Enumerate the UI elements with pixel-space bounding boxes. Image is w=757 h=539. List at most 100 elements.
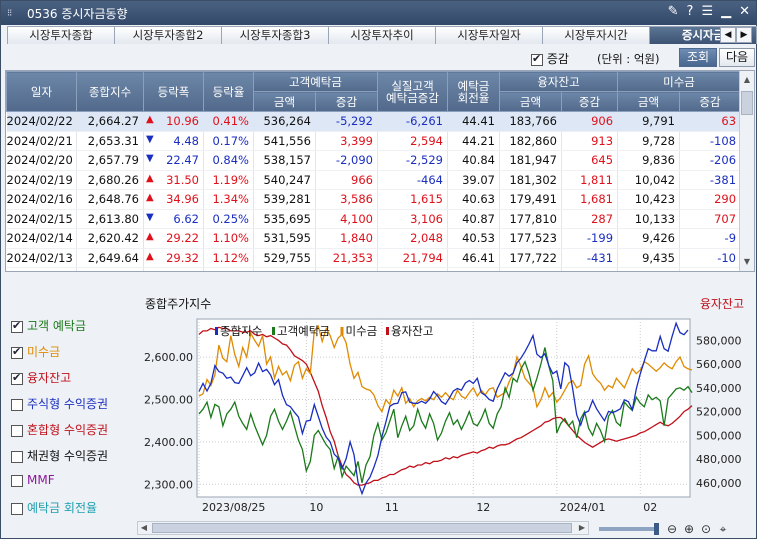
table-row[interactable]: 2024/02/16 2,648.76 ▲ 34.96 1.34% 539,281 3,58… [6,189,742,210]
header-unpaid-amount[interactable]: 금액 [617,91,681,112]
table-row[interactable]: 2024/02/15 2,613.80 ▼ 6.62 0.25% 535,695 4,100… [6,209,742,229]
data-grid: 일자 종합지수 등락폭 등락율 고객예탁금 실질고객 예탁금증감 예탁금 회전율… [5,70,755,272]
chart-scroll-thumb[interactable] [152,523,572,533]
zoom-slider[interactable] [599,523,659,535]
tab-prev-icon[interactable]: ◀ [720,27,736,43]
series-toggle[interactable]: 고객 예탁금 [11,317,86,334]
help-icon[interactable]: ? [686,4,694,19]
option-bar: 증감 (단위 : 억원) 조회 다음 [1,45,756,69]
cell-value: 1,811 [580,172,614,187]
table-row[interactable]: 2024/02/14 2,620.42 ▲ 29.22 1.10% 531,595 1,84… [6,228,742,249]
cell-value: 2,613.80 [87,211,139,226]
header-index[interactable]: 종합지수 [76,71,144,112]
header-turnover[interactable]: 예탁금 회전율 [447,71,500,112]
series-checkbox[interactable] [11,398,23,411]
next-button[interactable]: 다음 [719,48,755,67]
tab-3[interactable]: 시장투자추이 [328,26,436,44]
header-deposit[interactable]: 고객예탁금 [253,71,378,92]
series-toggle[interactable]: 융자잔고 [11,369,71,386]
x-tick-label: 2024/01 [560,501,606,514]
zoom-fit-icon[interactable]: ⊙ [700,522,712,536]
cell-cr-delta: 645 [561,150,619,171]
cell-change: ▼ 6.62 [143,209,204,229]
cell-value: 10,423 [634,192,676,207]
close-icon[interactable]: ✕ [739,4,750,19]
tab-1[interactable]: 시장투자종합2 [114,26,222,44]
tab-4[interactable]: 시장투자일자 [435,26,543,44]
cell-turn: 44.41 [447,111,500,132]
zoom-in-icon[interactable]: ⊕ [683,522,695,536]
header-date[interactable]: 일자 [6,71,77,112]
scroll-down-icon[interactable]: ▼ [743,257,751,266]
cell-value: 538,157 [263,153,311,168]
grid-scroll-thumb[interactable] [741,91,753,115]
table-row[interactable]: 2024/02/19 2,680.26 ▲ 31.50 1.19% 540,247 966 -… [6,170,742,190]
scroll-up-icon[interactable]: ▲ [743,75,751,84]
change-toggle[interactable]: 증감 [531,50,569,67]
table-row[interactable]: 2024/02/13 2,649.64 ▲ 29.32 1.12% 529,755 21,3… [6,248,742,268]
header-credit-delta[interactable]: 증감 [560,91,619,112]
series-toggle[interactable]: MMF [11,473,55,487]
grip-icon[interactable]: ⁝⁝ [7,7,12,19]
series-toggle[interactable]: 예탁금 회전율 [11,499,97,516]
menu-icon[interactable]: ☰ [701,4,714,19]
series-checkbox[interactable] [11,474,23,487]
fund-flow-chart[interactable]: 2,600.00 2,500.00 2,400.00 2,300.00 580,000 5… [134,311,756,521]
header-change[interactable]: 등락폭 [143,71,204,112]
change-checkbox[interactable] [531,52,543,66]
series-toggle[interactable]: 주식형 수익증권 [11,395,108,412]
series-checkbox[interactable] [11,319,23,333]
cell-date: 2024/02/14 [6,228,77,249]
table-row[interactable]: 2024/02/21 2,653.31 ▼ 4.48 0.17% 541,556 3,399… [6,131,742,151]
cell-value: 10.96 [166,114,199,129]
scroll-right-icon[interactable]: ▶ [578,523,586,532]
header-deposit-delta[interactable]: 증감 [315,91,378,112]
series-toggle-label: 혼합형 수익증권 [27,423,109,437]
tab-2[interactable]: 시장투자종합3 [221,26,329,44]
series-checkbox[interactable] [11,424,23,437]
series-toggle[interactable]: 혼합형 수익증권 [11,421,108,438]
chart-hscrollbar[interactable]: ◀ ▶ [137,521,589,535]
series-checkbox[interactable] [11,345,23,359]
series-toggle[interactable]: 채권형 수익증권 [11,447,108,464]
header-real-deposit[interactable]: 실질고객 예탁금증감 [377,71,448,112]
up-triangle-icon: ▲ [146,270,154,271]
cell-value: 46.41 [462,250,495,265]
table-row[interactable]: 2024/02/20 2,657.79 ▼ 22.47 0.84% 538,157 -2,0… [6,150,742,171]
cell-index: 2,620.42 [76,228,144,249]
cell-real: -6,261 [377,111,448,132]
header-credit[interactable]: 융자잔고 [498,71,619,92]
cell-dep-delta: 3,399 [315,131,378,151]
zoom-out-icon[interactable]: ⊖ [666,522,678,536]
tab-5[interactable]: 시장투자시간 [542,26,650,44]
tab-next-icon[interactable]: ▶ [736,27,752,43]
header-rate[interactable]: 등락율 [203,71,254,112]
scroll-left-icon[interactable]: ◀ [140,523,148,532]
series-checkbox[interactable] [11,502,23,515]
cell-real: -2,529 [377,150,448,171]
grid-vscrollbar[interactable]: ▲ ▼ [739,71,754,271]
tab-0[interactable]: 시장투자종합 [7,26,115,44]
minimize-icon[interactable]: ▁ [721,4,732,19]
cell-value: 2,048 [410,231,443,246]
header-unpaid[interactable]: 미수금 [617,71,742,92]
cell-value: 21,794 [402,250,443,265]
crosshair-icon[interactable]: ⌖ [719,522,727,536]
series-toggle-label: 미수금 [27,345,61,359]
series-checkbox[interactable] [11,450,23,463]
query-button[interactable]: 조회 [679,48,717,67]
series-toggle[interactable]: 미수금 [11,343,60,360]
legend-swatch [386,327,389,335]
header-unpaid-delta[interactable]: 증감 [679,91,742,112]
table-row[interactable]: 2024/02/22 2,664.27 ▲ 10.96 0.41% 536,264 -5,2… [6,111,742,132]
legend-label: 고객예탁금 [277,324,330,338]
cell-value: 10.74 [166,270,199,271]
cell-index: 2,653.31 [76,131,144,151]
cell-turn: 46.41 [447,248,500,268]
header-deposit-amount[interactable]: 금액 [253,91,316,112]
header-credit-amount[interactable]: 금액 [499,91,562,112]
pin-icon[interactable]: ✎ [667,4,679,19]
table-row[interactable]: 2024/02/08 2,620.32 ▲ 10.74 0.41% 508,402 -8,2… [6,267,742,271]
cell-change: ▲ 29.32 [143,248,204,268]
series-checkbox[interactable] [11,371,23,385]
